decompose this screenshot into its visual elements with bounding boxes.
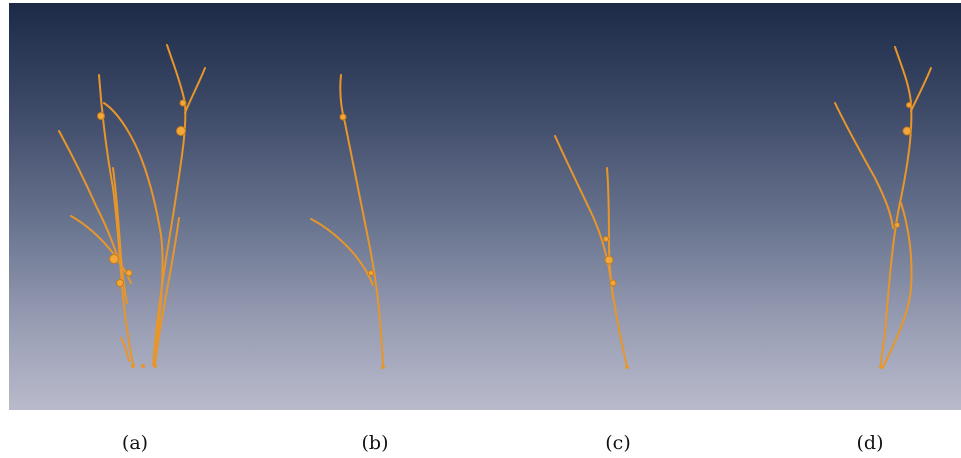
root-system-c — [554, 135, 629, 369]
root-d-main — [880, 46, 913, 368]
root-d-right-stem — [882, 202, 913, 368]
node-d-1 — [902, 126, 912, 136]
node-b-1 — [339, 113, 347, 121]
tip-b-1 — [381, 365, 385, 369]
root-a-mid-branch — [112, 167, 128, 304]
root-system-b — [310, 74, 385, 369]
node-d-3 — [894, 222, 900, 228]
tip-d-1 — [879, 365, 883, 369]
caption-a: (a) — [121, 432, 149, 454]
node-a-2 — [176, 126, 186, 136]
root-a-small-stub — [120, 337, 130, 362]
node-a-6 — [125, 269, 133, 277]
node-a-5 — [179, 99, 187, 107]
node-a-4 — [116, 279, 124, 287]
root-b-branch — [310, 218, 374, 286]
node-b-2 — [368, 270, 374, 276]
root-a-right-stem — [154, 217, 180, 366]
root-a-branch-far-left — [58, 130, 120, 262]
root-system-a — [58, 44, 206, 368]
root-system-d — [834, 46, 932, 369]
node-c-2 — [609, 279, 617, 287]
root-a-main-left — [98, 74, 134, 366]
tip-a-2 — [141, 364, 145, 368]
root-d-left-branch — [834, 102, 894, 229]
node-c-1 — [604, 255, 614, 265]
node-a-3 — [109, 254, 119, 264]
node-a-1 — [97, 112, 105, 120]
root-d-right-branch — [910, 67, 932, 112]
tip-c-1 — [625, 365, 629, 369]
render-viewport — [9, 3, 961, 410]
tip-a-1 — [131, 364, 135, 368]
root-a-right-branch — [184, 67, 206, 114]
caption-c: (c) — [605, 432, 631, 454]
tip-a-3 — [153, 364, 157, 368]
node-c-3 — [603, 236, 609, 242]
root-system-render — [58, 44, 932, 369]
node-d-2 — [906, 102, 912, 108]
caption-d: (d) — [856, 432, 884, 454]
caption-b: (b) — [361, 432, 389, 454]
root-a-tall-right — [152, 44, 187, 366]
root-b-main — [339, 74, 384, 368]
root-c-main — [554, 135, 628, 368]
root-c-branch — [606, 167, 614, 299]
root-a-second — [103, 102, 164, 366]
